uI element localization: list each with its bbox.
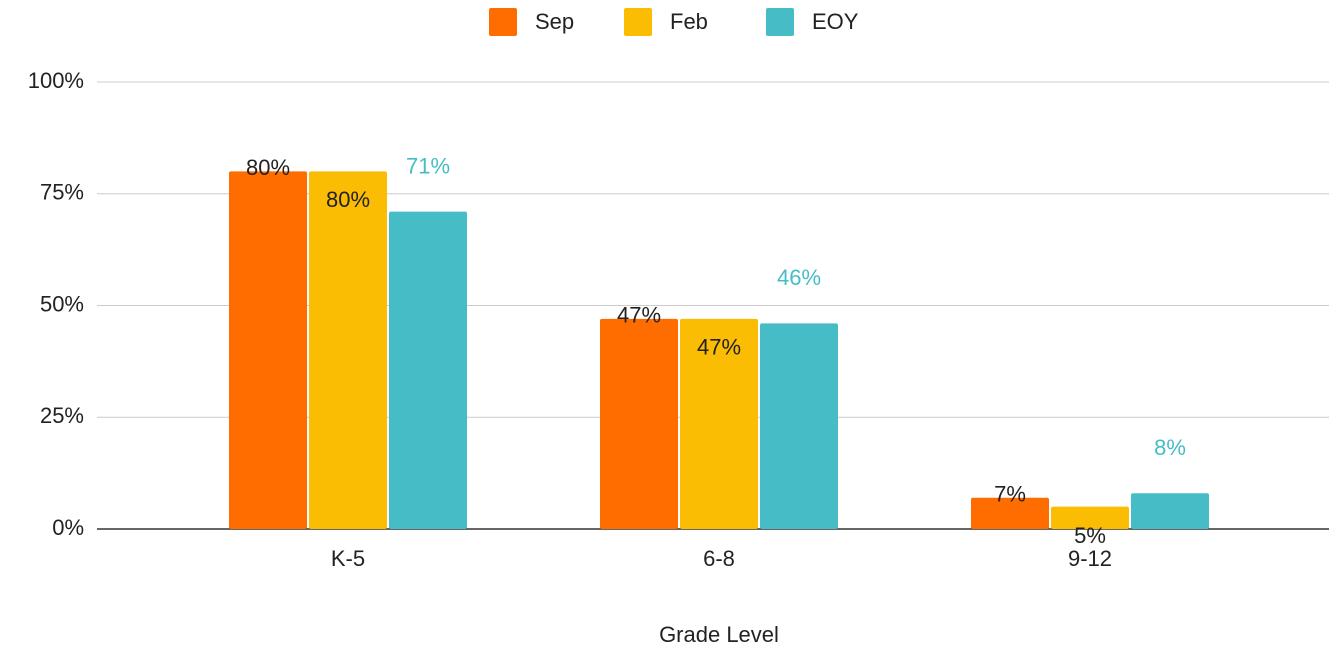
data-label: 7% <box>994 482 1026 507</box>
data-label: 80% <box>326 187 370 212</box>
y-tick-label: 25% <box>40 403 84 428</box>
bar <box>309 171 387 529</box>
legend-label: Feb <box>670 9 708 34</box>
legend-label: EOY <box>812 9 859 34</box>
x-tick-label: K-5 <box>331 546 365 571</box>
data-label: 47% <box>617 303 661 328</box>
data-label: 71% <box>406 153 450 178</box>
data-label: 8% <box>1154 435 1186 460</box>
bar <box>760 323 838 529</box>
legend-swatch <box>489 8 517 36</box>
y-tick-label: 50% <box>40 291 84 316</box>
bar <box>971 497 1049 529</box>
bar <box>1051 506 1129 529</box>
bar <box>229 171 307 529</box>
bar <box>1131 493 1209 529</box>
legend-label: Sep <box>535 9 574 34</box>
y-tick-label: 75% <box>40 180 84 205</box>
data-label: 46% <box>777 265 821 290</box>
bar <box>389 211 467 529</box>
legend-swatch <box>624 8 652 36</box>
bar <box>600 318 678 529</box>
data-label: 47% <box>697 335 741 360</box>
x-tick-label: 6-8 <box>703 546 735 571</box>
bar <box>680 318 758 529</box>
y-tick-label: 100% <box>28 68 84 93</box>
data-label: 5% <box>1074 523 1106 548</box>
data-label: 80% <box>246 155 290 180</box>
legend-swatch <box>766 8 794 36</box>
x-tick-label: 9-12 <box>1068 546 1112 571</box>
x-axis-label: Grade Level <box>659 622 779 647</box>
y-tick-label: 0% <box>52 515 84 540</box>
